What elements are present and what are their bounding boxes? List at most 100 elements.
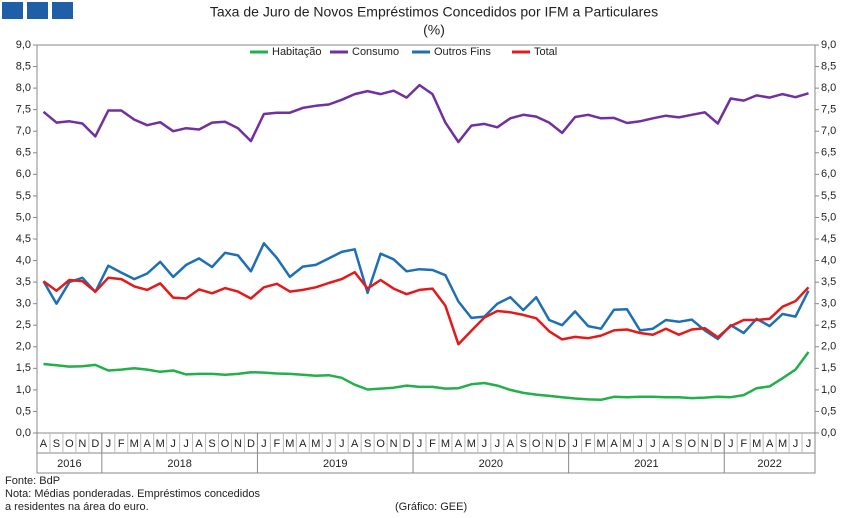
- x-tick-label: M: [752, 438, 761, 450]
- y-tick-label: 5,5: [16, 190, 31, 202]
- x-tick-label: A: [351, 438, 359, 450]
- legend-label: Consumo: [352, 46, 399, 58]
- y-tick-label: 7,5: [16, 104, 31, 116]
- y2-tick-label: 4,5: [821, 233, 836, 245]
- x-tick-label: M: [156, 438, 165, 450]
- x-tick-label: A: [610, 438, 618, 450]
- x-tick-label: M: [778, 438, 787, 450]
- chart-subtitle: (%): [423, 22, 445, 38]
- note: a residentes na área do euro.: [5, 501, 149, 513]
- y-tick-label: 8,5: [16, 60, 31, 72]
- y-tick-label: 1,0: [16, 384, 31, 396]
- y-tick-label: 0,0: [16, 427, 31, 439]
- legend-label: Habitação: [272, 46, 322, 58]
- y2-tick-label: 1,0: [821, 384, 836, 396]
- x-tick-label: M: [311, 438, 320, 450]
- x-tick-label: A: [766, 438, 774, 450]
- logo-square: [27, 2, 48, 19]
- x-tick-label: N: [234, 438, 242, 450]
- x-tick-label: N: [390, 438, 398, 450]
- y2-tick-label: 8,0: [821, 82, 836, 94]
- y2-tick-label: 2,0: [821, 341, 836, 353]
- series-line: [42, 83, 809, 144]
- x-tick-label: M: [441, 438, 450, 450]
- y2-tick-label: 9,0: [821, 39, 836, 51]
- note: Fonte: BdP: [5, 475, 60, 487]
- y2-tick-label: 3,5: [821, 276, 836, 288]
- year-label: 2022: [757, 458, 781, 470]
- x-tick-label: M: [622, 438, 631, 450]
- x-tick-label: J: [482, 438, 488, 450]
- chart-title: Taxa de Juro de Novos Empréstimos Conced…: [210, 4, 658, 20]
- x-tick-label: A: [662, 438, 670, 450]
- x-tick-label: D: [714, 438, 722, 450]
- x-tick-label: M: [130, 438, 139, 450]
- x-tick-label: A: [507, 438, 515, 450]
- x-tick-label: S: [364, 438, 371, 450]
- year-label: 2021: [634, 458, 658, 470]
- x-tick-label: J: [650, 438, 656, 450]
- y2-tick-label: 1,5: [821, 362, 836, 374]
- y-tick-label: 4,0: [16, 254, 31, 266]
- x-tick-label: A: [299, 438, 307, 450]
- y2-tick-label: 5,0: [821, 211, 836, 223]
- x-tick-label: S: [675, 438, 682, 450]
- logo-square: [2, 2, 23, 19]
- x-tick-label: A: [40, 438, 48, 450]
- x-tick-label: J: [806, 438, 812, 450]
- x-tick-label: J: [170, 438, 176, 450]
- legend-label: Outros Fins: [434, 46, 491, 58]
- note: Nota: Médias ponderadas. Empréstimos con…: [5, 488, 260, 500]
- y-tick-label: 2,0: [16, 341, 31, 353]
- credit: (Gráfico: GEE): [395, 501, 467, 513]
- year-label: 2016: [57, 458, 81, 470]
- x-tick-label: J: [417, 438, 423, 450]
- x-tick-label: J: [183, 438, 189, 450]
- y-tick-label: 6,0: [16, 168, 31, 180]
- year-label: 2020: [479, 458, 503, 470]
- y-tick-label: 1,5: [16, 362, 31, 374]
- y-tick-label: 3,5: [16, 276, 31, 288]
- y2-tick-label: 8,5: [821, 60, 836, 72]
- y-tick-label: 6,5: [16, 147, 31, 159]
- y2-tick-label: 6,5: [821, 147, 836, 159]
- x-tick-label: A: [144, 438, 152, 450]
- x-tick-label: A: [455, 438, 463, 450]
- x-tick-label: D: [558, 438, 566, 450]
- x-tick-label: F: [118, 438, 125, 450]
- y2-tick-label: 7,5: [821, 104, 836, 116]
- x-tick-label: O: [65, 438, 74, 450]
- x-tick-label: F: [740, 438, 747, 450]
- y-tick-label: 8,0: [16, 82, 31, 94]
- x-tick-label: J: [326, 438, 332, 450]
- legend-label: Total: [534, 46, 557, 58]
- plot-frame: [36, 44, 816, 434]
- x-tick-label: J: [261, 438, 267, 450]
- series-line: [43, 351, 810, 402]
- x-tick-label: J: [339, 438, 345, 450]
- x-tick-label: O: [221, 438, 230, 450]
- x-tick-label: J: [793, 438, 799, 450]
- x-tick-label: D: [247, 438, 255, 450]
- x-tick-label: N: [545, 438, 553, 450]
- y-tick-label: 4,5: [16, 233, 31, 245]
- x-tick-label: O: [532, 438, 541, 450]
- x-tick-label: F: [429, 438, 436, 450]
- year-label: 2018: [167, 458, 191, 470]
- x-tick-label: N: [78, 438, 86, 450]
- y-tick-label: 5,0: [16, 211, 31, 223]
- x-tick-label: A: [195, 438, 203, 450]
- x-tick-label: O: [688, 438, 697, 450]
- y-tick-label: 2,5: [16, 319, 31, 331]
- series-line: [42, 242, 810, 341]
- x-tick-label: J: [637, 438, 643, 450]
- x-tick-label: M: [467, 438, 476, 450]
- y2-tick-label: 3,0: [821, 298, 836, 310]
- y-tick-label: 9,0: [16, 39, 31, 51]
- y-tick-label: 7,0: [16, 125, 31, 137]
- x-tick-label: N: [701, 438, 709, 450]
- x-tick-label: J: [572, 438, 578, 450]
- x-tick-label: S: [53, 438, 60, 450]
- y2-tick-label: 0,0: [821, 427, 836, 439]
- y2-tick-label: 2,5: [821, 319, 836, 331]
